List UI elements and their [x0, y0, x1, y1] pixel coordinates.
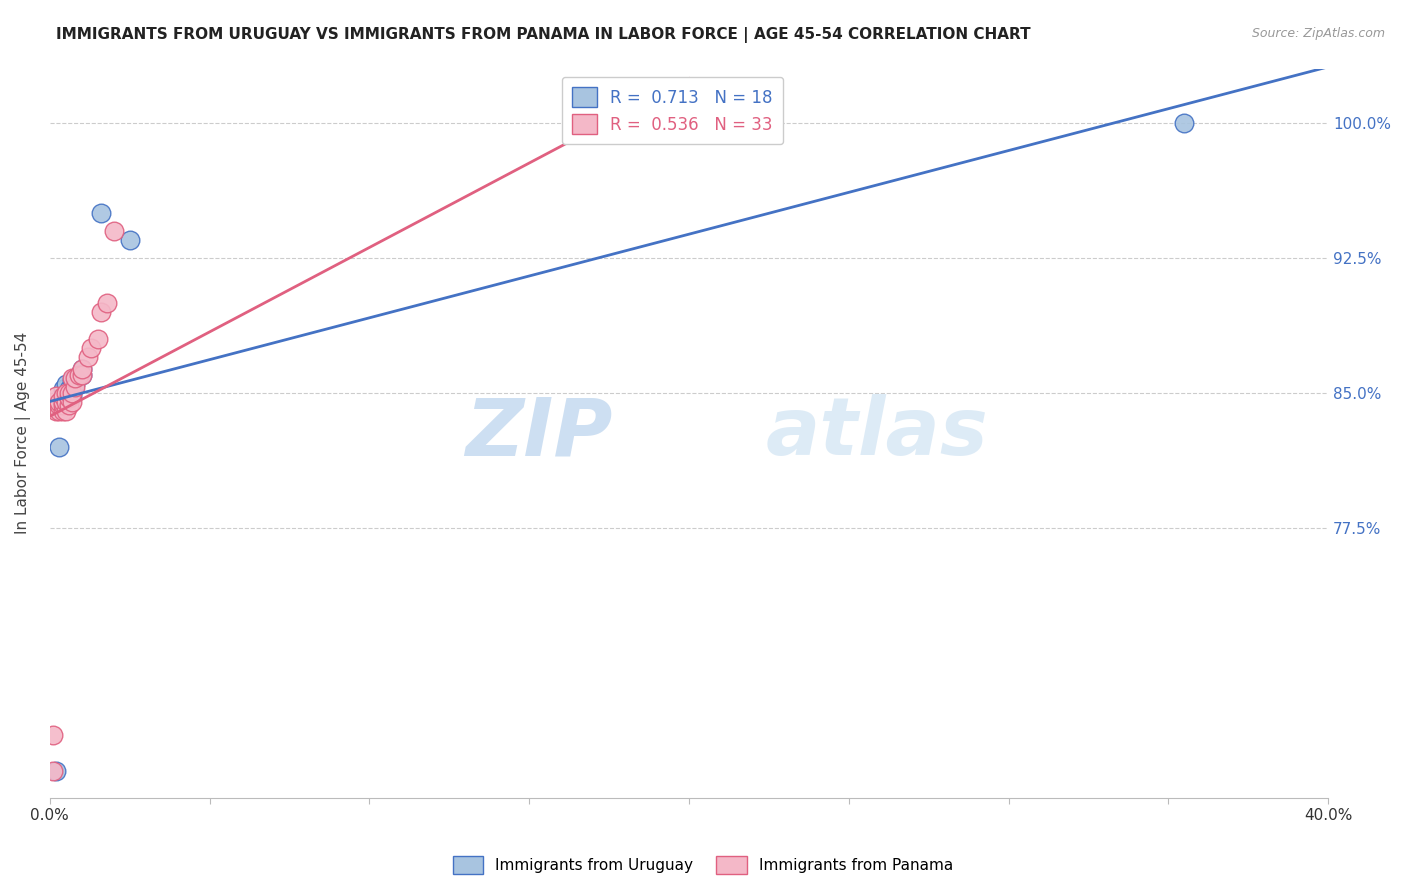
Text: IMMIGRANTS FROM URUGUAY VS IMMIGRANTS FROM PANAMA IN LABOR FORCE | AGE 45-54 COR: IMMIGRANTS FROM URUGUAY VS IMMIGRANTS FR… — [56, 27, 1031, 43]
Point — [51, 404, 73, 418]
Point — [90, 205, 112, 219]
Point — [118, 233, 141, 247]
Point — [60, 389, 83, 403]
Point — [70, 362, 93, 376]
Point — [42, 728, 65, 742]
Point — [1173, 115, 1195, 129]
Point — [67, 368, 90, 382]
Point — [86, 332, 108, 346]
Point — [55, 394, 77, 409]
Point — [55, 404, 77, 418]
Point — [60, 373, 83, 387]
Point — [51, 394, 73, 409]
Point — [51, 382, 73, 396]
Point — [70, 368, 93, 382]
Point — [48, 398, 70, 412]
Point — [80, 341, 103, 355]
Text: atlas: atlas — [766, 394, 988, 472]
Point — [70, 368, 93, 382]
Legend: R =  0.713   N = 18, R =  0.536   N = 33: R = 0.713 N = 18, R = 0.536 N = 33 — [562, 77, 783, 145]
Point — [60, 371, 83, 385]
Point — [51, 389, 73, 403]
Point — [42, 764, 65, 778]
Point — [51, 389, 73, 403]
Point — [48, 394, 70, 409]
Point — [51, 398, 73, 412]
Text: Source: ZipAtlas.com: Source: ZipAtlas.com — [1251, 27, 1385, 40]
Point — [45, 398, 67, 412]
Point — [48, 404, 70, 418]
Point — [48, 440, 70, 454]
Point — [90, 304, 112, 318]
Point — [58, 398, 80, 412]
Point — [58, 391, 80, 405]
Point — [55, 385, 77, 400]
Point — [58, 382, 80, 396]
Point — [103, 224, 125, 238]
Point — [70, 362, 93, 376]
Point — [65, 376, 87, 391]
Point — [678, 115, 700, 129]
Point — [67, 368, 90, 382]
Point — [58, 385, 80, 400]
Point — [45, 764, 67, 778]
Point — [45, 404, 67, 418]
Point — [77, 350, 100, 364]
Point — [58, 385, 80, 400]
Point — [55, 389, 77, 403]
Point — [45, 389, 67, 403]
Text: ZIP: ZIP — [465, 394, 612, 472]
Point — [55, 376, 77, 391]
Point — [60, 394, 83, 409]
Point — [96, 295, 118, 310]
Y-axis label: In Labor Force | Age 45-54: In Labor Force | Age 45-54 — [15, 332, 31, 534]
Point — [65, 380, 87, 394]
Point — [60, 385, 83, 400]
Point — [55, 392, 77, 407]
Point — [65, 371, 87, 385]
Legend: Immigrants from Uruguay, Immigrants from Panama: Immigrants from Uruguay, Immigrants from… — [447, 850, 959, 880]
